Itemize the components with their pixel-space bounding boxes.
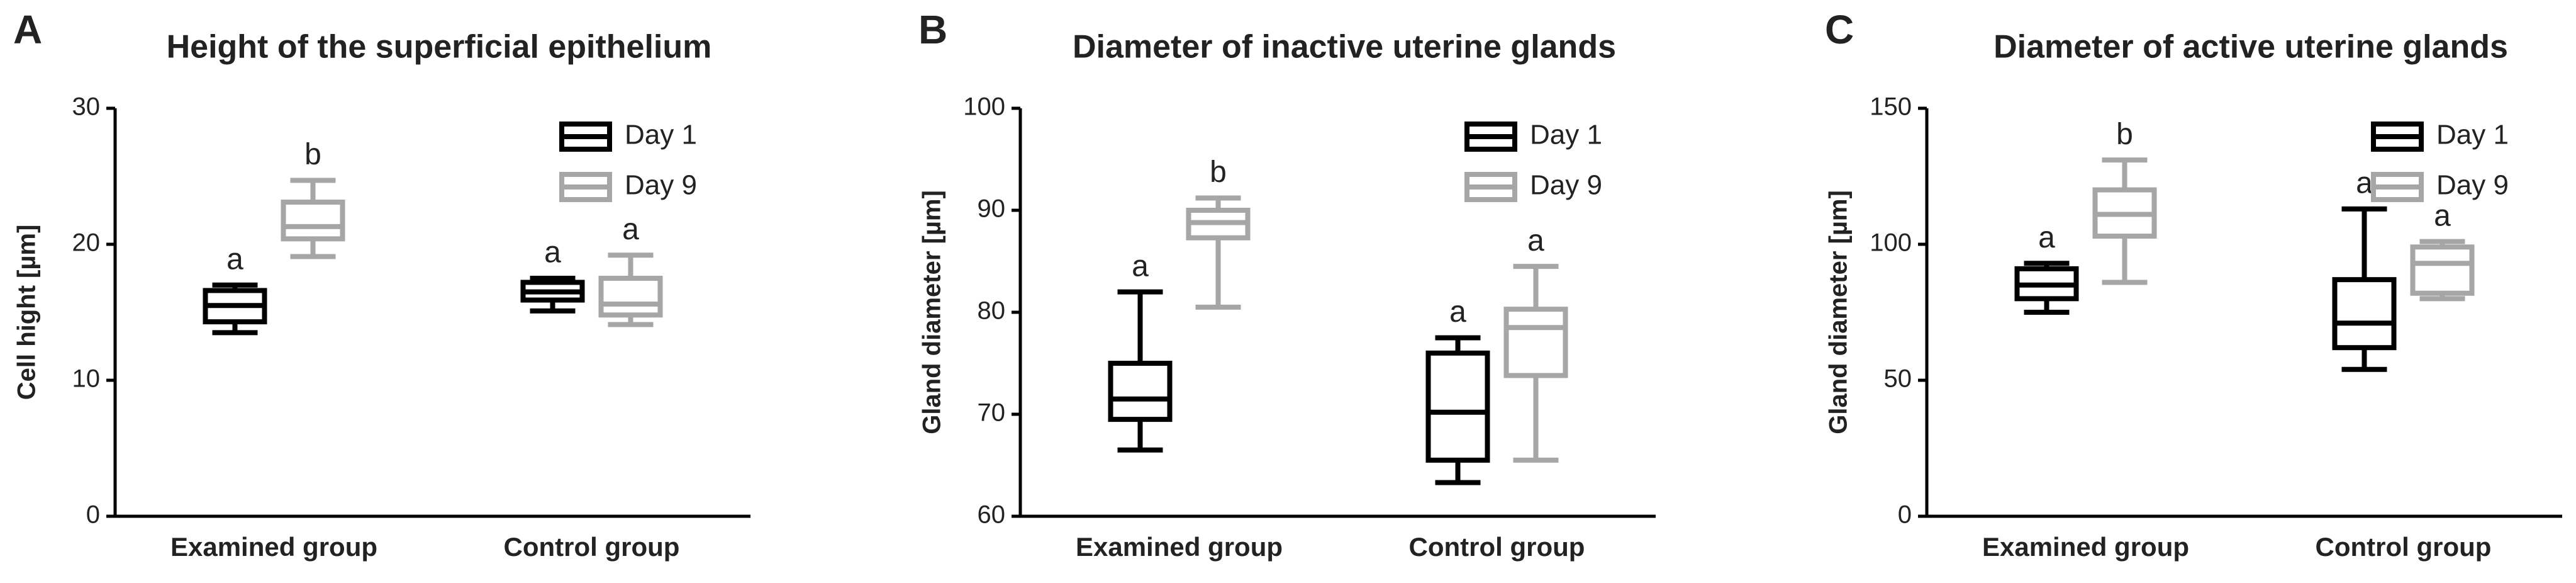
legend-label: Day 9 bbox=[625, 170, 697, 201]
box bbox=[2332, 277, 2397, 351]
box bbox=[1503, 307, 1568, 378]
significance-label: a bbox=[544, 236, 561, 269]
chart-title: Diameter of inactive uterine glands bbox=[1073, 29, 1616, 65]
y-tick-label: 10 bbox=[72, 365, 101, 393]
y-axis-label: Cell hight [µm] bbox=[13, 225, 41, 400]
significance-label: a bbox=[1527, 224, 1544, 258]
chart-title: Diameter of active uterine glands bbox=[1993, 29, 2508, 65]
significance-label: b bbox=[2116, 118, 2133, 151]
legend-label: Day 1 bbox=[1530, 120, 1602, 150]
x-tick-label: Control group bbox=[1409, 532, 1585, 562]
legend-label: Day 1 bbox=[2436, 120, 2509, 150]
legend-label: Day 9 bbox=[2436, 170, 2509, 201]
legend-label: Day 9 bbox=[1530, 170, 1602, 201]
panel: A Height of the superficial epithelium Cel… bbox=[13, 7, 750, 562]
significance-label: a bbox=[2038, 221, 2055, 254]
y-tick-label: 0 bbox=[86, 501, 100, 529]
y-tick-label: 70 bbox=[978, 399, 1006, 427]
y-tick-label: 80 bbox=[978, 297, 1006, 325]
chart-title: Height of the superficial epithelium bbox=[167, 29, 712, 65]
significance-label: a bbox=[1449, 295, 1466, 329]
panel-letter: B bbox=[918, 7, 947, 52]
x-tick-label: Control group bbox=[2316, 532, 2492, 562]
box bbox=[1108, 361, 1173, 422]
significance-label: b bbox=[304, 138, 321, 171]
significance-label: a bbox=[226, 242, 243, 276]
significance-label: a bbox=[2434, 199, 2451, 232]
y-tick-label: 30 bbox=[72, 93, 101, 121]
y-tick-label: 20 bbox=[72, 229, 101, 257]
significance-label: a bbox=[1132, 249, 1149, 283]
significance-label: a bbox=[622, 213, 639, 246]
significance-label: b bbox=[1210, 156, 1227, 189]
y-tick-label: 0 bbox=[1898, 501, 1912, 529]
legend-label: Day 1 bbox=[625, 120, 697, 150]
y-tick-label: 100 bbox=[963, 93, 1005, 121]
box bbox=[1425, 350, 1490, 463]
panel: B Diameter of inactive uterine glands Glan… bbox=[918, 7, 1656, 562]
panel: C Diameter of active uterine glands Gland … bbox=[1825, 7, 2562, 562]
panel-letter: A bbox=[13, 7, 42, 52]
x-tick-label: Examined group bbox=[1982, 532, 2189, 562]
x-tick-label: Examined group bbox=[170, 532, 377, 562]
y-tick-label: 100 bbox=[1870, 229, 1912, 257]
y-axis-label: Gland diameter [µm] bbox=[1825, 190, 1853, 434]
x-tick-label: Control group bbox=[504, 532, 680, 562]
panel-letter: C bbox=[1825, 7, 1854, 52]
box bbox=[598, 276, 663, 318]
y-tick-label: 90 bbox=[978, 195, 1006, 223]
significance-label: a bbox=[2356, 167, 2373, 200]
box bbox=[281, 200, 345, 242]
y-axis-label: Gland diameter [µm] bbox=[918, 190, 946, 434]
y-tick-label: 60 bbox=[978, 501, 1006, 529]
y-tick-label: 150 bbox=[1870, 93, 1912, 121]
x-tick-label: Examined group bbox=[1076, 532, 1283, 562]
box bbox=[2410, 244, 2475, 296]
y-tick-label: 50 bbox=[1884, 365, 1912, 393]
